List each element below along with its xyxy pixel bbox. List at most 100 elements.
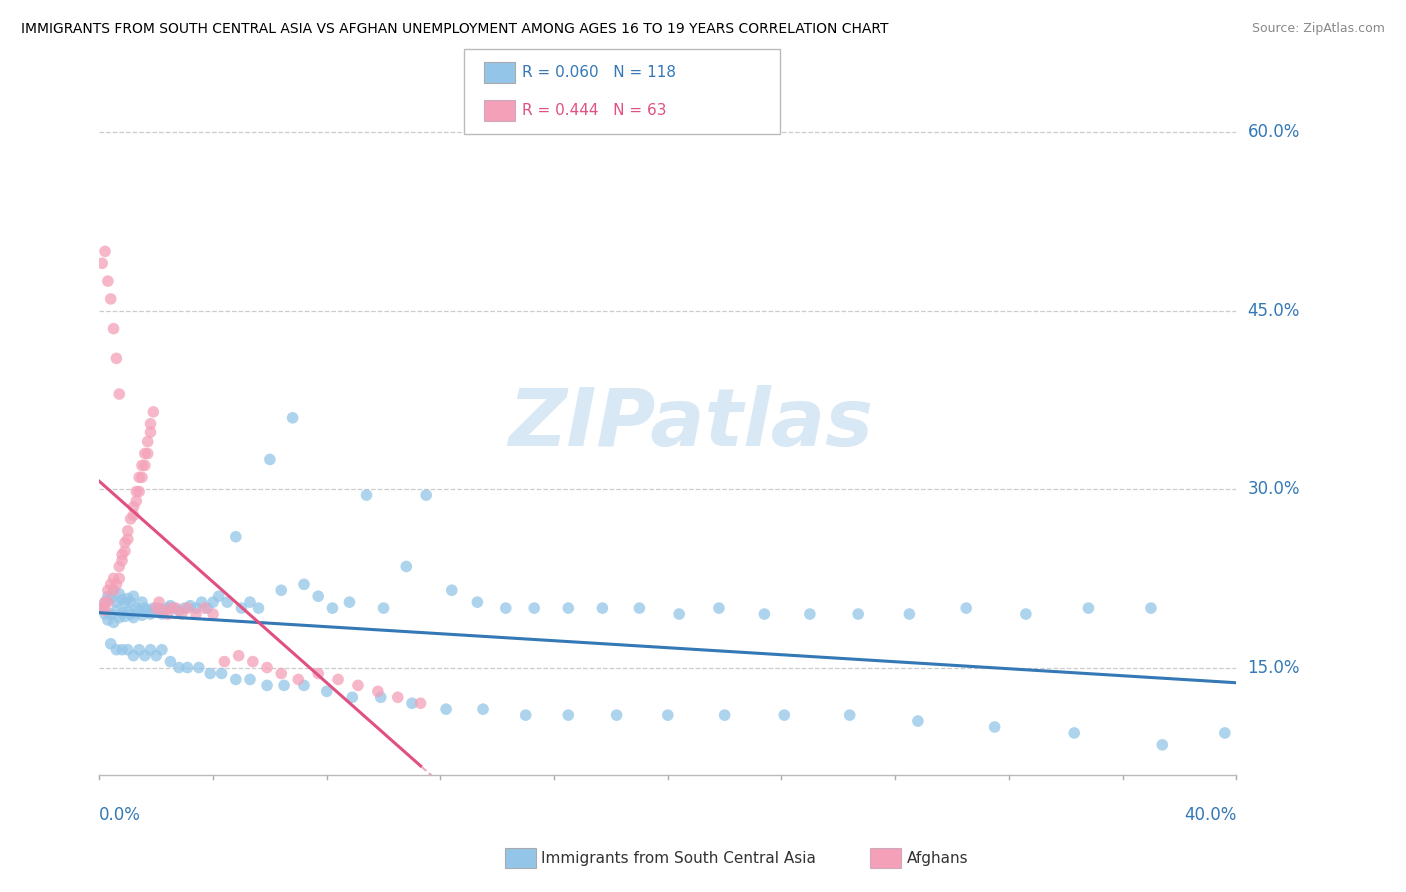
Point xyxy=(125,494,148,508)
Point xyxy=(273,678,295,692)
Point xyxy=(125,484,148,499)
Point xyxy=(134,458,156,473)
Point xyxy=(187,660,209,674)
Point xyxy=(838,708,860,723)
Point xyxy=(105,351,128,366)
Point xyxy=(103,583,125,598)
Text: R = 0.060   N = 118: R = 0.060 N = 118 xyxy=(522,65,676,80)
Point xyxy=(657,708,679,723)
Point xyxy=(200,666,222,681)
Point xyxy=(217,595,239,609)
Point xyxy=(105,595,128,609)
Point xyxy=(259,452,281,467)
Point xyxy=(395,559,418,574)
Point xyxy=(142,601,165,615)
Point xyxy=(139,607,162,621)
Point xyxy=(434,702,457,716)
Point xyxy=(150,603,173,617)
Point xyxy=(495,601,517,615)
Point xyxy=(373,601,395,615)
Point xyxy=(1140,601,1163,615)
Point xyxy=(1152,738,1174,752)
Text: Source: ZipAtlas.com: Source: ZipAtlas.com xyxy=(1251,22,1385,36)
Point xyxy=(167,660,190,674)
Point xyxy=(321,601,343,615)
Point xyxy=(184,607,207,621)
Point xyxy=(103,583,125,598)
Point xyxy=(97,595,120,609)
Point xyxy=(387,690,409,705)
Point xyxy=(91,601,114,615)
Point xyxy=(100,292,122,306)
Point xyxy=(523,601,546,615)
Point xyxy=(239,595,262,609)
Point xyxy=(184,601,207,615)
Point xyxy=(707,601,730,615)
Text: 60.0%: 60.0% xyxy=(1247,123,1301,142)
Point xyxy=(628,601,651,615)
Point xyxy=(515,708,537,723)
Point xyxy=(100,607,122,621)
Point xyxy=(159,599,181,613)
Point xyxy=(136,603,159,617)
Point xyxy=(120,595,142,609)
Point xyxy=(315,684,337,698)
Point xyxy=(91,601,114,615)
Point xyxy=(122,610,145,624)
Point xyxy=(307,666,329,681)
Point xyxy=(105,642,128,657)
Point xyxy=(292,678,315,692)
Point xyxy=(467,595,489,609)
Point xyxy=(591,601,613,615)
Point xyxy=(898,607,921,621)
Point xyxy=(131,608,153,623)
Point xyxy=(754,607,776,621)
Point xyxy=(846,607,869,621)
Point xyxy=(247,601,270,615)
Text: Immigrants from South Central Asia: Immigrants from South Central Asia xyxy=(541,851,817,865)
Point xyxy=(472,702,495,716)
Text: IMMIGRANTS FROM SOUTH CENTRAL ASIA VS AFGHAN UNEMPLOYMENT AMONG AGES 16 TO 19 YE: IMMIGRANTS FROM SOUTH CENTRAL ASIA VS AF… xyxy=(21,22,889,37)
Point xyxy=(270,666,292,681)
Point xyxy=(128,470,150,484)
Point xyxy=(713,708,735,723)
Point xyxy=(122,508,145,523)
Point xyxy=(342,690,364,705)
Point xyxy=(281,410,304,425)
Point xyxy=(108,387,131,401)
Point xyxy=(122,648,145,663)
Point xyxy=(94,244,117,259)
Point xyxy=(270,583,292,598)
Point xyxy=(120,607,142,621)
Point xyxy=(231,601,253,615)
Point xyxy=(105,577,128,591)
Point xyxy=(122,500,145,514)
Point xyxy=(170,607,193,621)
Point xyxy=(401,696,423,710)
Point xyxy=(367,684,389,698)
Point xyxy=(103,321,125,335)
Point xyxy=(287,673,309,687)
Text: 40.0%: 40.0% xyxy=(1184,806,1236,824)
Point xyxy=(150,607,173,621)
Point xyxy=(195,601,218,615)
Point xyxy=(225,530,247,544)
Point xyxy=(111,642,134,657)
Point xyxy=(108,587,131,601)
Point xyxy=(239,673,262,687)
Point xyxy=(202,607,225,621)
Point xyxy=(97,583,120,598)
Point xyxy=(111,592,134,607)
Point xyxy=(307,589,329,603)
Point xyxy=(108,610,131,624)
Point xyxy=(91,256,114,270)
Point xyxy=(1077,601,1099,615)
Text: 15.0%: 15.0% xyxy=(1247,658,1301,676)
Point xyxy=(228,648,250,663)
Point xyxy=(356,488,378,502)
Point xyxy=(606,708,628,723)
Point xyxy=(97,613,120,627)
Point xyxy=(103,615,125,630)
Point xyxy=(111,553,134,567)
Point xyxy=(108,559,131,574)
